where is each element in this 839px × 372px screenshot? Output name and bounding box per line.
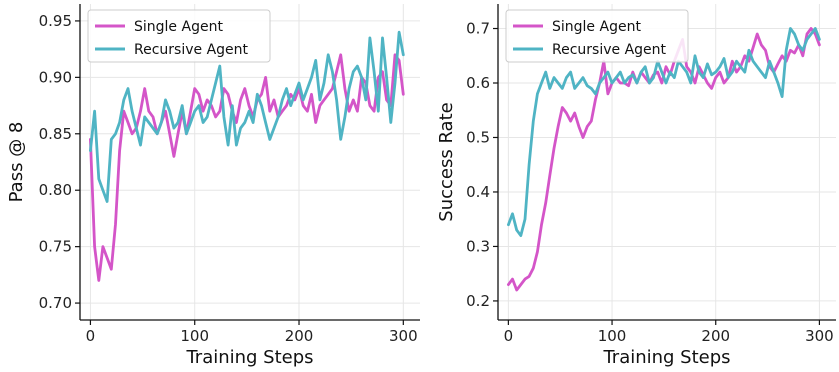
x-tick-label: 100: [598, 327, 627, 345]
legend-label-single-agent: Single Agent: [134, 19, 223, 35]
y-tick-label: 0.6: [466, 74, 490, 92]
success-rate-chart: 0.2 0.3 0.4 0.5 0.6 0.7 0 100 200 300 Training Ste…: [436, 4, 836, 368]
legend-box: [87, 9, 271, 63]
pass-at-8-chart: 0.70 0.75 0.80 0.85 0.90 0.95 0 100 200 300 Traini…: [6, 4, 420, 368]
x-tick-label: 0: [86, 327, 96, 345]
y-tick-label: 0.90: [39, 68, 72, 86]
series-line-recursive-agent: [89, 30, 405, 203]
x-axis-title: Training Steps: [185, 347, 313, 368]
legend-label-single-agent: Single Agent: [552, 19, 641, 35]
x-tick-label: 300: [389, 327, 418, 345]
y-tick-label: 0.3: [466, 237, 490, 255]
x-tick-label: 200: [701, 327, 730, 345]
x-tick-label: 100: [180, 327, 209, 345]
x-tick-label: 300: [805, 327, 834, 345]
series-line-single-agent: [89, 53, 405, 282]
x-tick-label: 0: [504, 327, 514, 345]
y-axis-title: Pass @ 8: [6, 122, 27, 203]
y-tick-label: 0.7: [466, 20, 490, 38]
y-tick-label: 0.4: [466, 183, 490, 201]
y-tick-label: 0.80: [39, 181, 72, 199]
legend-label-recursive-agent: Recursive Agent: [552, 42, 667, 58]
legend-box: [505, 9, 689, 63]
x-tick-label: 200: [285, 327, 314, 345]
y-tick-label: 0.95: [39, 12, 72, 30]
y-axis-title: Success Rate: [436, 102, 457, 221]
legend-label-recursive-agent: Recursive Agent: [134, 42, 249, 58]
y-tick-label: 0.85: [39, 125, 72, 143]
y-tick-label: 0.2: [466, 292, 490, 310]
y-tick-label: 0.5: [466, 128, 490, 146]
y-tick-label: 0.70: [39, 294, 72, 312]
y-tick-label: 0.75: [39, 238, 72, 256]
x-axis-title: Training Steps: [602, 347, 730, 368]
series-line-recursive-agent: [507, 27, 821, 237]
